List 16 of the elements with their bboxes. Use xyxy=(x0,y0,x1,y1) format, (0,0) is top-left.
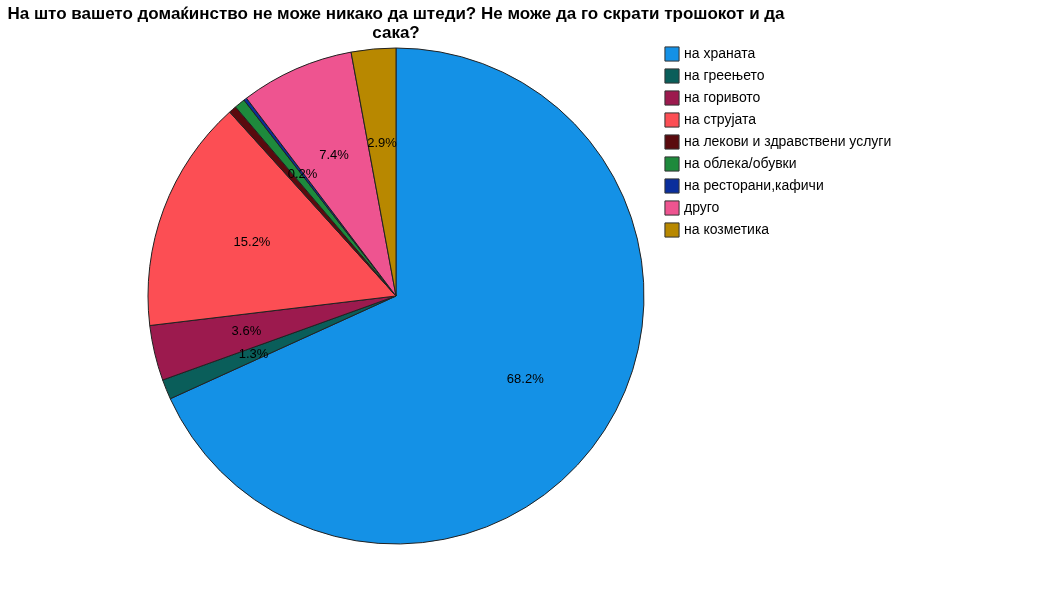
legend-label: друго xyxy=(684,199,720,215)
legend-label: на козметика xyxy=(684,221,770,237)
chart-title: На што вашето домаќинство не може никако да штеди? Не може да го скрати трошокот и да сака? xyxy=(7,4,786,42)
legend-label: на лекови и здравствени услуги xyxy=(684,133,892,149)
legend-label: на струјата xyxy=(684,111,757,127)
data-label: 1.3% xyxy=(238,345,269,361)
data-label: 68.2% xyxy=(506,371,545,387)
legend-label: на горивото xyxy=(684,89,761,105)
data-label: 0.2% xyxy=(287,165,318,181)
legend-label: на ресторани,кафичи xyxy=(684,177,824,193)
data-label: 3.6% xyxy=(231,323,262,339)
data-label: 15.2% xyxy=(233,234,271,250)
data-label: 7.4% xyxy=(319,147,350,163)
legend-label: на греењето xyxy=(684,67,765,83)
legend-label: на храната xyxy=(684,45,756,61)
legend-label: на облека/обувки xyxy=(684,155,797,171)
